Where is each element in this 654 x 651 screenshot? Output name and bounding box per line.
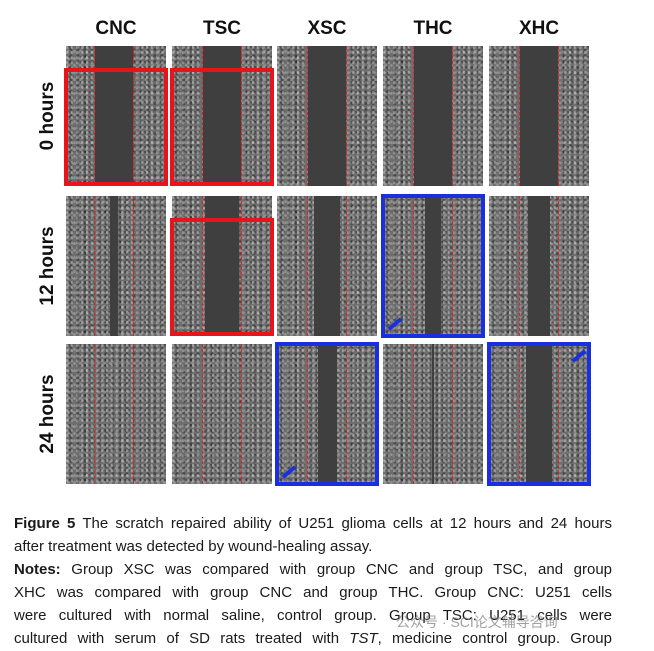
scratch-edge-left <box>519 344 520 484</box>
notes-italic-tst: TST <box>349 630 378 647</box>
scratch-edge-left <box>307 196 308 336</box>
scratch-edge-right <box>346 344 347 484</box>
micrograph-thc-12-hours <box>383 196 483 336</box>
micrograph-xsc-0-hours <box>277 46 377 186</box>
scratch-edge-right <box>241 196 242 336</box>
caption-title-2: after treatment was detected by wound-he… <box>14 538 373 555</box>
scratch-edge-left <box>413 344 414 484</box>
notes-text-2: XHC was compared with group CNC and grou… <box>14 584 612 601</box>
scratch-edge-right <box>241 344 242 484</box>
notes-label: Notes: <box>14 561 61 578</box>
figure-label: Figure 5 <box>14 515 76 532</box>
scratch-gap <box>425 196 441 336</box>
red-highlight-box <box>64 68 168 186</box>
micrograph-thc-24-hours <box>383 344 483 484</box>
caption-title-1: The scratch repaired ability of U251 gli… <box>82 515 612 532</box>
notes-line-4: cultured with serum of SD rats treated w… <box>14 627 612 650</box>
micrograph-xsc-12-hours <box>277 196 377 336</box>
column-label-thc: THC <box>413 18 453 39</box>
column-label-cnc: CNC <box>95 18 137 39</box>
blue-highlight-box <box>487 342 591 486</box>
micrograph-tsc-24-hours <box>172 344 272 484</box>
scratch-edge-right <box>558 196 559 336</box>
micrograph-cnc-24-hours <box>66 344 166 484</box>
scratch-edge-left <box>202 344 203 484</box>
notes-text-3: were cultured with normal saline, contro… <box>14 607 612 624</box>
micrograph-xhc-12-hours <box>489 196 589 336</box>
column-label-xsc: XSC <box>307 18 347 39</box>
row-label-0-hours: 0 hours <box>37 81 58 151</box>
notes-text-1: Group XSC was compared with group CNC an… <box>71 561 613 578</box>
scratch-edge-right <box>133 46 134 186</box>
scratch-edge-left <box>94 344 95 484</box>
scratch-edge-left <box>307 46 308 186</box>
scratch-edge-left <box>519 46 520 186</box>
scratch-gap <box>525 344 553 484</box>
scratch-gap <box>432 344 434 484</box>
scratch-edge-left <box>94 46 95 186</box>
scratch-edge-left <box>413 196 414 336</box>
watermark: 公众号 · SCI论文辅导咨询 <box>396 614 558 630</box>
scratch-edge-left <box>413 46 414 186</box>
blue-highlight-box <box>381 194 485 338</box>
column-label-xhc: XHC <box>518 18 560 39</box>
scratch-edge-right <box>558 46 559 186</box>
red-highlight-box <box>170 68 274 186</box>
row-label-12-hours: 12 hours <box>37 226 58 306</box>
scratch-edge-left <box>94 196 95 336</box>
scratch-gap <box>110 196 118 336</box>
scratch-edge-right <box>133 344 134 484</box>
scratch-edge-right <box>241 46 242 186</box>
red-highlight-box <box>170 218 274 336</box>
notes-text-4b: , medicine control group. Group <box>377 630 612 647</box>
micrograph-cnc-12-hours <box>66 196 166 336</box>
scratch-edge-right <box>346 196 347 336</box>
scratch-gap <box>313 196 341 336</box>
scratch-edge-right <box>452 46 453 186</box>
micrograph-xsc-24-hours <box>277 344 377 484</box>
scratch-edge-left <box>519 196 520 336</box>
scratch-gap <box>317 344 337 484</box>
scratch-gap <box>527 196 551 336</box>
caption-line-1: Figure 5 The scratch repaired ability of… <box>14 512 612 535</box>
micrograph-thc-0-hours <box>383 46 483 186</box>
scratch-edge-left <box>202 196 203 336</box>
micrograph-xhc-0-hours <box>489 46 589 186</box>
scratch-edge-left <box>202 46 203 186</box>
blue-highlight-box <box>275 342 379 486</box>
figure-caption: Figure 5 The scratch repaired ability of… <box>14 512 612 650</box>
scratch-gap <box>308 46 346 186</box>
notes-line-1: Notes: Group XSC was compared with group… <box>14 558 612 581</box>
micrograph-xhc-24-hours <box>489 344 589 484</box>
scratch-edge-right <box>452 196 453 336</box>
notes-text-4a: cultured with serum of SD rats treated w… <box>14 630 350 647</box>
scratch-edge-right <box>452 344 453 484</box>
scratch-edge-right <box>346 46 347 186</box>
column-label-tsc: TSC <box>203 18 241 39</box>
scratch-edge-left <box>307 344 308 484</box>
scratch-gap <box>520 46 558 186</box>
scratch-edge-right <box>558 344 559 484</box>
row-label-24-hours: 24 hours <box>37 374 58 454</box>
scratch-gap <box>414 46 452 186</box>
scratch-edge-right <box>133 196 134 336</box>
